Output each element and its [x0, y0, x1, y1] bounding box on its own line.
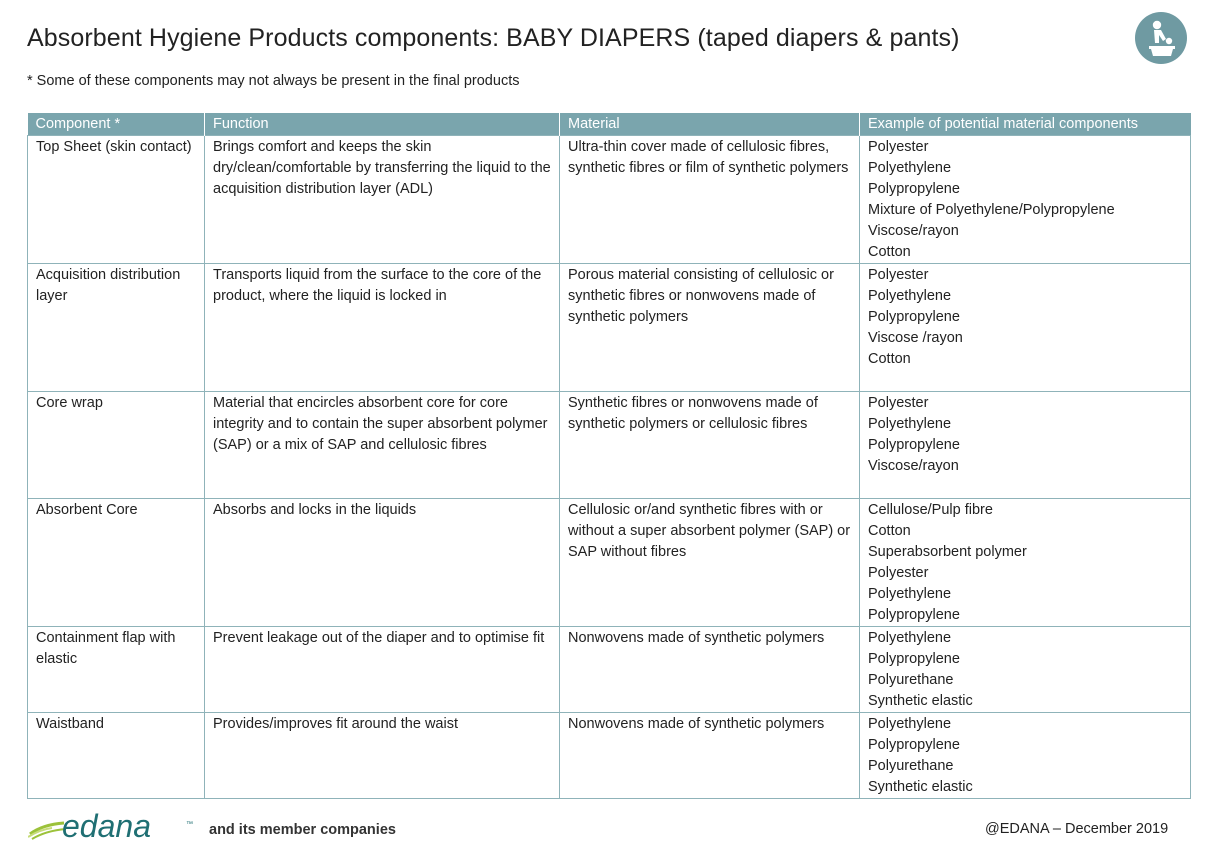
cell-function: Brings comfort and keeps the skin dry/cl…: [204, 135, 560, 264]
logo-wordmark: edana: [62, 808, 151, 842]
cell-component: Containment flap with elastic: [27, 626, 205, 713]
page-title: Absorbent Hygiene Products components: B…: [27, 24, 960, 52]
example-item: Viscose/rayon: [868, 223, 959, 239]
example-item: Polypropylene: [868, 437, 960, 453]
edana-logo: edana ™: [28, 808, 193, 842]
example-item: Superabsorbent polymer: [868, 544, 1027, 560]
cell-examples: Polyethylene Polypropylene Polyurethane …: [859, 626, 1191, 713]
baby-changing-icon: [1135, 12, 1187, 64]
cell-function: Prevent leakage out of the diaper and to…: [204, 626, 560, 713]
cell-function: Transports liquid from the surface to th…: [204, 263, 560, 392]
cell-component: Absorbent Core: [27, 498, 205, 627]
footer-copyright: @EDANA – December 2019: [985, 821, 1169, 837]
example-item: Polyethylene: [868, 586, 952, 602]
example-item: Polypropylene: [868, 607, 960, 623]
example-item: Cellulose/Pulp fibre: [868, 502, 993, 518]
example-item: Polypropylene: [868, 651, 960, 667]
cell-function: Absorbs and locks in the liquids: [204, 498, 560, 627]
example-item: Cotton: [868, 351, 911, 367]
example-item: Polyethylene: [868, 160, 952, 176]
table-row: Absorbent Core Absorbs and locks in the …: [27, 498, 1191, 627]
example-item: Polyurethane: [868, 758, 954, 774]
example-item: Mixture of Polyethylene/Polypropylene: [868, 202, 1115, 218]
cell-material: Cellulosic or/and synthetic fibres with …: [559, 498, 860, 627]
example-item: Polyester: [868, 267, 929, 283]
header-examples: Example of potential material components: [859, 113, 1191, 136]
header-component: Component *: [27, 113, 205, 136]
cell-component: Core wrap: [27, 391, 205, 499]
table-row: Containment flap with elastic Prevent le…: [27, 626, 1191, 713]
table-row: Top Sheet (skin contact) Brings comfort …: [27, 135, 1191, 264]
cell-examples: Polyester Polyethylene Polypropylene Vis…: [859, 391, 1191, 499]
cell-examples: Cellulose/Pulp fibre Cotton Superabsorbe…: [859, 498, 1191, 627]
cell-examples: Polyester Polyethylene Polypropylene Mix…: [859, 135, 1191, 264]
cell-material: Ultra-thin cover made of cellulosic fibr…: [559, 135, 860, 264]
example-item: Synthetic elastic: [868, 779, 973, 795]
cell-function: Material that encircles absorbent core f…: [204, 391, 560, 499]
cell-component: Acquisition distribution layer: [27, 263, 205, 392]
example-item: Polyethylene: [868, 416, 952, 432]
cell-material: Nonwovens made of synthetic polymers: [559, 626, 860, 713]
example-item: Polypropylene: [868, 737, 960, 753]
example-item: Polyethylene: [868, 288, 952, 304]
table-row: Waistband Provides/improves fit around t…: [27, 712, 1191, 799]
cell-component: Top Sheet (skin contact): [27, 135, 205, 264]
cell-function: Provides/improves fit around the waist: [204, 712, 560, 799]
header-function: Function: [204, 113, 560, 136]
logo-trademark: ™: [186, 821, 193, 828]
table-row: Core wrap Material that encircles absorb…: [27, 391, 1191, 499]
example-item: Polyester: [868, 395, 929, 411]
cell-material: Synthetic fibres or nonwovens made of sy…: [559, 391, 860, 499]
cell-examples: Polyethylene Polypropylene Polyurethane …: [859, 712, 1191, 799]
example-item: Polyethylene: [868, 630, 952, 646]
example-item: Synthetic elastic: [868, 693, 973, 709]
example-item: Cotton: [868, 244, 911, 260]
example-item: Polyethylene: [868, 716, 952, 732]
example-item: Cotton: [868, 523, 911, 539]
footer-member-text: and its member companies: [209, 822, 396, 838]
cell-component: Waistband: [27, 712, 205, 799]
example-item: Polyurethane: [868, 672, 954, 688]
header-material: Material: [559, 113, 860, 136]
table-header-row: Component * Function Material Example of…: [27, 113, 1191, 136]
components-table: Component * Function Material Example of…: [27, 113, 1191, 799]
cell-material: Nonwovens made of synthetic polymers: [559, 712, 860, 799]
page-subtitle: * Some of these components may not alway…: [27, 73, 520, 89]
example-item: Viscose /rayon: [868, 330, 963, 346]
example-item: Viscose/rayon: [868, 458, 959, 474]
cell-material: Porous material consisting of cellulosic…: [559, 263, 860, 392]
example-item: Polyester: [868, 139, 929, 155]
example-item: Polyester: [868, 565, 929, 581]
cell-examples: Polyester Polyethylene Polypropylene Vis…: [859, 263, 1191, 392]
table-row: Acquisition distribution layer Transport…: [27, 263, 1191, 392]
example-item: Polypropylene: [868, 309, 960, 325]
example-item: Polypropylene: [868, 181, 960, 197]
